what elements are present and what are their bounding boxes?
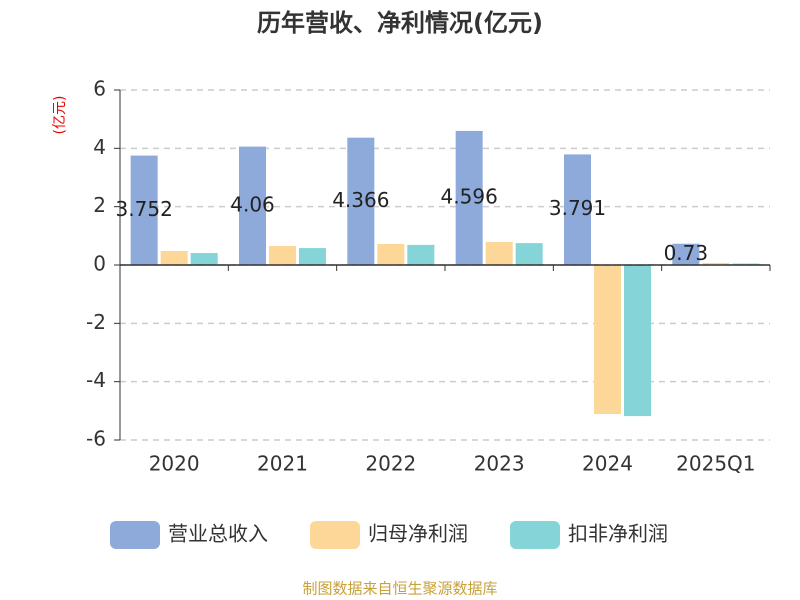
data-label: 0.73 <box>664 241 709 265</box>
y-tick-label: -6 <box>86 427 106 451</box>
bar <box>702 262 730 265</box>
x-tick-label: 2021 <box>257 452 308 476</box>
bar <box>455 130 483 265</box>
data-label: 3.791 <box>549 196 606 220</box>
bar <box>594 265 621 415</box>
data-label: 4.366 <box>332 188 389 212</box>
legend-swatch <box>510 521 560 549</box>
y-tick-label: -2 <box>86 310 106 334</box>
bar <box>672 243 700 265</box>
bar <box>299 248 326 265</box>
legend-swatch <box>110 521 160 549</box>
bar <box>190 253 218 265</box>
y-tick-label: 6 <box>93 77 106 101</box>
bar <box>130 155 158 265</box>
x-tick-label: 2025Q1 <box>676 452 755 476</box>
legend-label: 营业总收入 <box>168 522 268 546</box>
bar <box>377 244 405 265</box>
bar <box>347 137 375 265</box>
bar <box>239 146 266 265</box>
x-tick-label: 2020 <box>149 452 200 476</box>
x-tick-label: 2022 <box>365 452 416 476</box>
legend-label: 归母净利润 <box>368 522 468 546</box>
y-tick-label: -4 <box>86 368 106 392</box>
bar <box>564 154 591 265</box>
bar <box>485 241 513 265</box>
legend-label: 扣非净利润 <box>568 522 668 546</box>
y-tick-label: 2 <box>93 193 106 217</box>
x-tick-label: 2024 <box>582 452 633 476</box>
source-note: 制图数据来自恒生聚源数据库 <box>302 580 497 598</box>
bar <box>160 251 188 265</box>
y-tick-label: 0 <box>93 252 106 276</box>
y-tick-label: 4 <box>93 135 106 159</box>
data-label: 4.06 <box>230 192 275 216</box>
bar <box>269 246 296 265</box>
bar <box>515 243 543 265</box>
bar <box>624 265 651 417</box>
x-tick-label: 2023 <box>474 452 525 476</box>
bar <box>407 244 435 265</box>
data-label: 3.752 <box>116 197 173 221</box>
data-label: 4.596 <box>441 184 498 208</box>
chart-title: 历年营收、净利情况(亿元) <box>257 9 543 37</box>
legend-swatch <box>310 521 360 549</box>
y-axis-label: (亿元) <box>52 96 68 135</box>
